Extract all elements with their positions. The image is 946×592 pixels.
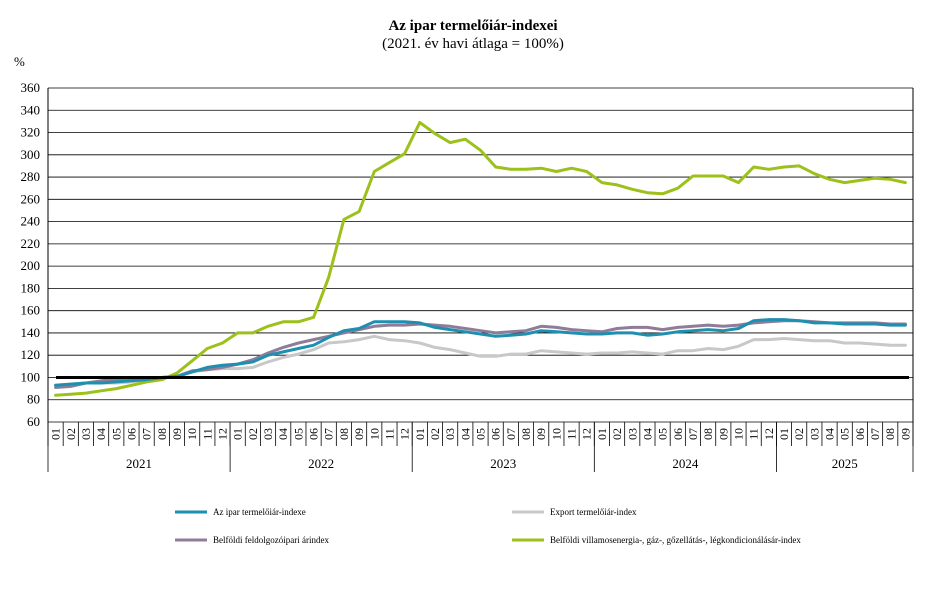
year-label: 2021 (126, 456, 152, 471)
y-tick-label: 100 (21, 369, 41, 384)
x-tick-label: 07 (686, 428, 700, 440)
year-label: 2022 (308, 456, 334, 471)
x-tick-label: 05 (474, 428, 488, 440)
x-tick-label: 02 (610, 428, 624, 440)
x-tick-label: 08 (519, 428, 533, 440)
x-tick-label: 06 (307, 428, 321, 440)
x-axis: 01 02 03 04 05 06 07 08 09 10 11 12 01 02 03 04 05 06 07 08… (47, 422, 914, 472)
x-tick-label: 12 (216, 428, 230, 440)
x-tick-label: 04 (276, 428, 290, 440)
x-tick-label: 08 (701, 428, 715, 440)
x-tick-label: 02 (792, 428, 806, 440)
x-tick-label: 12 (580, 428, 594, 440)
year-label: 2024 (672, 456, 699, 471)
x-tick-label: 09 (534, 428, 548, 440)
x-tick-label: 09 (716, 428, 730, 440)
y-tick-label: 300 (21, 147, 41, 162)
y-tick-label: 160 (21, 303, 41, 318)
x-tick-label: 01 (49, 428, 63, 440)
x-tick-label: 05 (656, 428, 670, 440)
x-tick-label: 02 (246, 428, 260, 440)
x-tick-label: 04 (94, 428, 108, 440)
x-tick-label: 08 (337, 428, 351, 440)
legend-label: Belföldi feldolgozóipari árindex (213, 535, 329, 545)
y-tick-label: 200 (21, 258, 41, 273)
y-axis-ticks: 60 80 100 120 140 160 180 200 220 240 260 280 300 320… (21, 80, 41, 429)
x-tick-label: 10 (731, 428, 745, 440)
x-tick-label: 05 (291, 428, 305, 440)
x-tick-label: 04 (640, 428, 654, 440)
y-tick-label: 180 (21, 280, 41, 295)
x-tick-label: 05 (838, 428, 852, 440)
x-tick-label: 03 (625, 428, 639, 440)
x-tick-label: 04 (458, 428, 472, 440)
x-tick-label: 10 (549, 428, 563, 440)
y-tick-label: 360 (21, 80, 41, 95)
y-tick-label: 60 (27, 414, 40, 429)
x-tick-label: 03 (261, 428, 275, 440)
y-axis-unit-label: % (14, 54, 25, 69)
x-tick-label: 09 (170, 428, 184, 440)
x-tick-label: 01 (777, 428, 791, 440)
series-line-az-ipar-termeloiar-indexe (54, 318, 907, 387)
x-tick-label: 01 (413, 428, 427, 440)
x-tick-label: 02 (428, 428, 442, 440)
x-tick-label: 11 (565, 428, 579, 440)
x-tick-label: 10 (367, 428, 381, 440)
year-label: 2023 (490, 456, 516, 471)
chart-subtitle: (2021. év havi átlaga = 100%) (382, 36, 564, 52)
x-tick-label: 01 (595, 428, 609, 440)
year-label: 2025 (832, 456, 858, 471)
legend: Az ipar termelőiár-indexe Export termelői… (175, 507, 801, 545)
x-tick-label: 11 (382, 428, 396, 440)
x-tick-label: 10 (185, 428, 199, 440)
x-tick-label: 06 (853, 428, 867, 440)
x-tick-label: 08 (883, 428, 897, 440)
y-tick-label: 320 (21, 125, 41, 140)
x-tick-label: 07 (322, 428, 336, 440)
x-tick-label: 11 (200, 428, 214, 440)
y-tick-label: 340 (21, 102, 41, 117)
y-tick-label: 280 (21, 169, 41, 184)
x-tick-label: 01 (231, 428, 245, 440)
x-tick-label: 03 (443, 428, 457, 440)
x-tick-label: 07 (504, 428, 518, 440)
chart-title: Az ipar termelőiár-indexei (388, 18, 558, 34)
x-tick-label: 07 (868, 428, 882, 440)
x-tick-label: 08 (155, 428, 169, 440)
x-tick-label: 06 (124, 428, 138, 440)
x-tick-label: 07 (140, 428, 154, 440)
x-tick-label: 03 (807, 428, 821, 440)
x-tick-label: 05 (109, 428, 123, 440)
x-tick-label: 09 (352, 428, 366, 440)
x-tick-label: 11 (747, 428, 761, 440)
legend-label: Export termelőiár-index (550, 507, 637, 517)
y-tick-label: 260 (21, 191, 41, 206)
y-tick-label: 140 (21, 325, 41, 340)
gridlines (47, 87, 914, 423)
x-tick-label: 04 (823, 428, 837, 440)
legend-label: Az ipar termelőiár-indexe (213, 507, 306, 517)
series-line-belfoldi-villamosenergia-gaz-gozellatas- (54, 121, 907, 397)
x-tick-label: 12 (762, 428, 776, 440)
y-tick-label: 120 (21, 347, 41, 362)
legend-label: Belföldi villamosenergia-, gáz-, gőzellá… (550, 535, 801, 545)
x-tick-label: 09 (898, 428, 912, 440)
x-tick-label: 03 (79, 428, 93, 440)
y-tick-label: 80 (27, 392, 40, 407)
x-tick-label: 02 (64, 428, 78, 440)
y-tick-label: 220 (21, 236, 41, 251)
y-tick-label: 240 (21, 214, 41, 229)
x-tick-label: 12 (398, 428, 412, 440)
series-lines (54, 121, 909, 397)
x-tick-label: 06 (671, 428, 685, 440)
x-tick-label: 06 (489, 428, 503, 440)
